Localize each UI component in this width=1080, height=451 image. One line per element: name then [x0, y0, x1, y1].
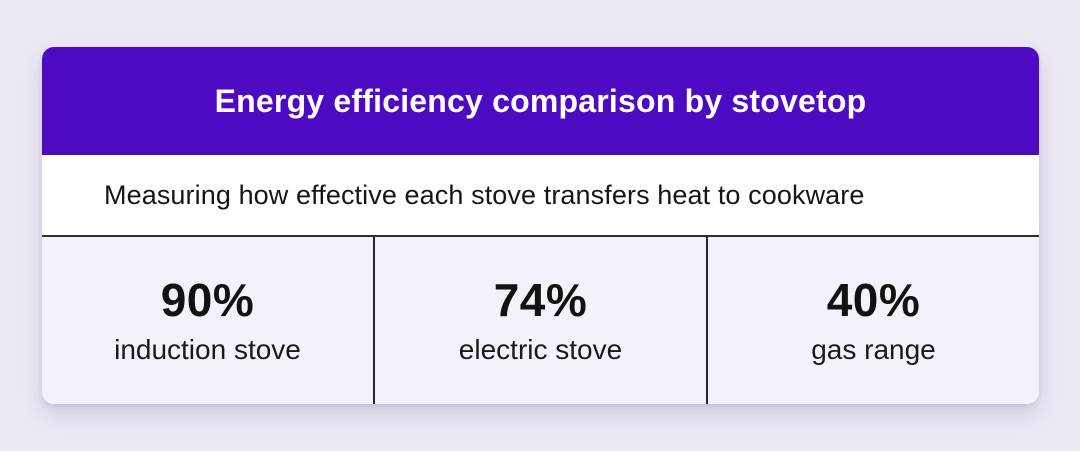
stat-value-gas: 40% [826, 274, 921, 327]
card-subtitle-row: Measuring how effective each stove trans… [42, 155, 1039, 237]
stat-label-electric: electric stove [458, 333, 623, 365]
stat-column-gas: 40% gas range [708, 237, 1039, 404]
stat-label-gas: gas range [811, 333, 936, 365]
card-subtitle: Measuring how effective each stove trans… [104, 179, 865, 210]
stat-column-electric: 74% electric stove [375, 237, 708, 404]
stat-value-induction: 90% [160, 274, 255, 327]
stat-label-induction: induction stove [114, 333, 301, 365]
card-title: Energy efficiency comparison by stovetop [214, 82, 867, 119]
card-header: Energy efficiency comparison by stovetop [42, 47, 1039, 155]
stat-column-induction: 90% induction stove [42, 237, 375, 404]
stats-row: 90% induction stove 74% electric stove 4… [42, 237, 1039, 404]
stat-card: Energy efficiency comparison by stovetop… [42, 47, 1039, 404]
stat-value-electric: 74% [493, 274, 588, 327]
